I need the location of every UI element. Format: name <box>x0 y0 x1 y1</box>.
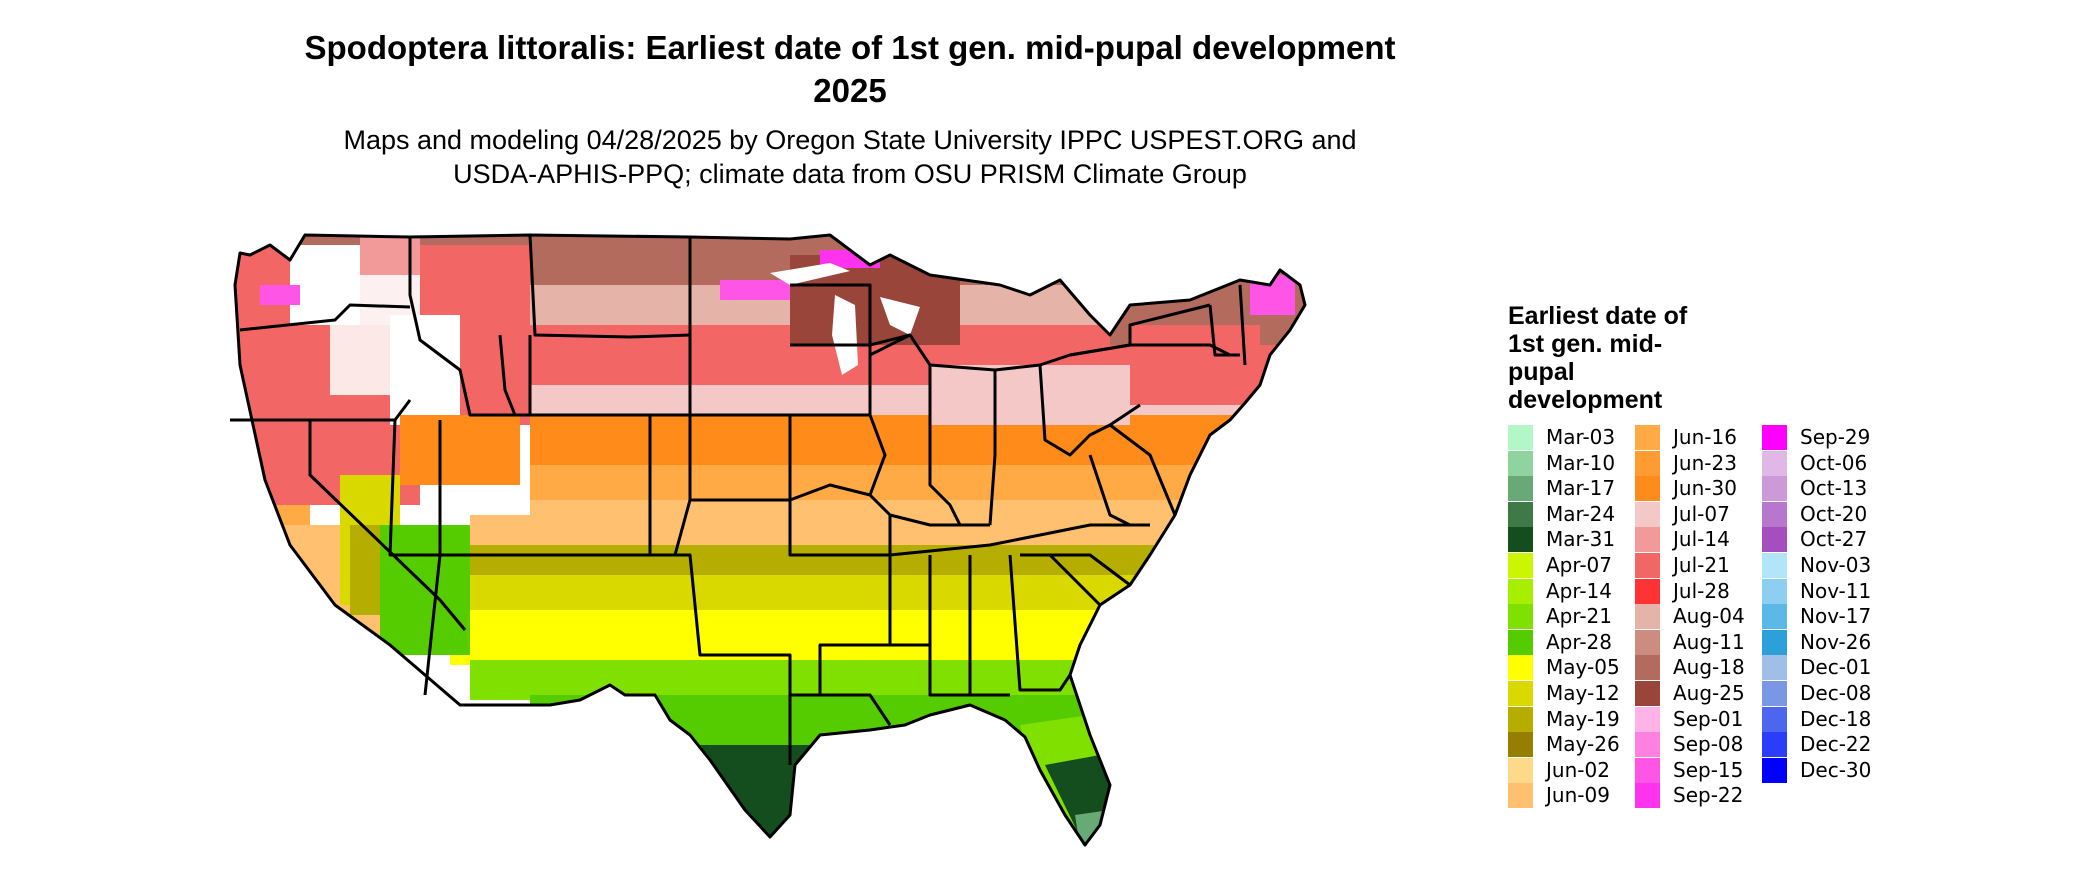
legend-swatch <box>1508 732 1533 758</box>
legend-swatch <box>1635 757 1660 783</box>
legend-swatch <box>1508 450 1533 476</box>
legend-swatch <box>1635 681 1660 706</box>
legend-swatch <box>1508 501 1533 527</box>
legend-swatch <box>1635 527 1660 553</box>
legend-swatch <box>1635 476 1660 502</box>
legend-swatch <box>1762 757 1787 783</box>
legend-swatch <box>1508 655 1533 681</box>
legend-label: Oct-27 <box>1800 527 1868 552</box>
legend-label: Sep-22 <box>1673 783 1744 808</box>
legend-label: Mar-17 <box>1546 476 1616 501</box>
legend-label: Mar-31 <box>1546 527 1616 552</box>
legend-label: Aug-18 <box>1673 655 1745 680</box>
legend-label: Mar-24 <box>1546 501 1616 526</box>
legend-swatch <box>1762 681 1787 706</box>
legend-swatch <box>1635 783 1660 809</box>
legend-label: Aug-11 <box>1673 629 1745 654</box>
legend-swatch <box>1508 629 1533 655</box>
legend-swatch <box>1635 501 1660 527</box>
legend-label: Jun-16 <box>1673 425 1737 449</box>
legend-label: May-19 <box>1546 706 1620 731</box>
legend-swatch <box>1635 706 1660 732</box>
legend-swatch <box>1762 732 1787 758</box>
legend-label: Jul-28 <box>1673 578 1730 603</box>
legend-label: May-26 <box>1546 732 1620 757</box>
legend-swatch <box>1635 732 1660 758</box>
map-title: Spodoptera littoralis: Earliest date of … <box>304 29 1396 109</box>
legend-label: Aug-04 <box>1673 604 1745 629</box>
legend-swatch <box>1762 527 1787 553</box>
legend-label: Sep-08 <box>1673 732 1744 757</box>
legend-swatch <box>1762 655 1787 681</box>
legend-label: Mar-03 <box>1546 425 1616 449</box>
legend-swatch <box>1508 476 1533 502</box>
legend-swatch <box>1762 501 1787 527</box>
legend-label: Jun-02 <box>1546 757 1610 782</box>
legend-swatch <box>1762 604 1787 630</box>
legend-swatch <box>1508 604 1533 630</box>
us-map <box>230 233 1307 847</box>
legend-label: Jul-07 <box>1673 501 1730 526</box>
legend-label: Apr-07 <box>1546 553 1612 577</box>
legend-label: Apr-28 <box>1546 629 1612 654</box>
legend-label: Nov-26 <box>1800 629 1872 654</box>
legend-swatch <box>1635 425 1660 450</box>
legend-label: Jun-23 <box>1673 450 1737 475</box>
legend-label: May-05 <box>1546 655 1620 680</box>
legend-label: Jun-30 <box>1673 476 1737 501</box>
legend-swatch <box>1508 681 1533 706</box>
legend-label: May-12 <box>1546 681 1620 705</box>
map-subtitle: Maps and modeling 04/28/2025 by Oregon S… <box>343 125 1357 189</box>
legend-label: Oct-20 <box>1800 501 1868 526</box>
legend-swatch <box>1762 578 1787 604</box>
legend-label: Jun-09 <box>1546 783 1610 808</box>
legend-swatch <box>1635 629 1660 655</box>
legend-swatch <box>1508 527 1533 553</box>
legend-label: Nov-17 <box>1800 604 1872 629</box>
legend-label: Jul-21 <box>1673 553 1730 577</box>
legend-swatch <box>1508 706 1533 732</box>
legend-label: Apr-21 <box>1546 604 1612 629</box>
legend-label: Nov-11 <box>1800 578 1872 603</box>
legend-label: Dec-08 <box>1800 681 1872 705</box>
legend-swatch <box>1635 655 1660 681</box>
legend-swatch <box>1635 604 1660 630</box>
legend-label: Nov-03 <box>1800 553 1872 577</box>
legend-swatch <box>1762 629 1787 655</box>
legend-label: Sep-01 <box>1673 706 1744 731</box>
legend-swatch <box>1762 450 1787 476</box>
legend-swatch <box>1635 553 1660 578</box>
legend-swatch <box>1635 578 1660 604</box>
legend-swatch <box>1635 450 1660 476</box>
legend-label: Oct-06 <box>1800 450 1868 475</box>
legend-swatch <box>1508 783 1533 809</box>
legend-label: Sep-29 <box>1800 425 1871 449</box>
legend-label: Aug-25 <box>1673 681 1745 705</box>
legend-swatch <box>1762 706 1787 732</box>
legend-swatch <box>1762 476 1787 502</box>
legend-swatch <box>1508 425 1533 450</box>
legend-swatch <box>1508 553 1533 578</box>
legend-label: Dec-22 <box>1800 732 1872 757</box>
legend-label: Dec-01 <box>1800 655 1872 680</box>
legend-swatch <box>1508 578 1533 604</box>
legend-label: Sep-15 <box>1673 757 1744 782</box>
legend-swatch <box>1762 425 1787 450</box>
legend-label: Mar-10 <box>1546 450 1616 475</box>
state-boundaries <box>230 233 1307 847</box>
legend-title: Earliest date of 1st gen. mid-pupal deve… <box>1508 302 1688 414</box>
legend-swatch <box>1762 553 1787 578</box>
legend-label: Dec-18 <box>1800 706 1872 731</box>
legend-swatch <box>1508 757 1533 783</box>
legend-label: Dec-30 <box>1800 757 1872 782</box>
legend-label: Oct-13 <box>1800 476 1868 501</box>
legend-label: Apr-14 <box>1546 578 1612 603</box>
legend-label: Jul-14 <box>1673 527 1730 552</box>
